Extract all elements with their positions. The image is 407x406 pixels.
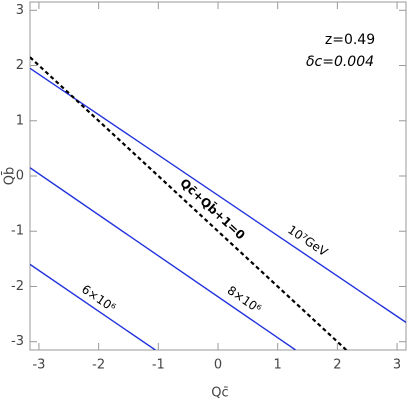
- series-line: [30, 167, 296, 350]
- plot-area: [30, 56, 406, 350]
- series-line: [30, 263, 156, 350]
- series-line: [30, 67, 406, 323]
- x-tick-label: 2: [333, 358, 341, 373]
- y-tick-label: 2: [16, 58, 24, 73]
- annotation: δc=0.004: [306, 54, 374, 70]
- y-tick-label: -2: [11, 279, 24, 294]
- x-axis-title: Qc̄: [211, 386, 228, 401]
- y-tick-label: 3: [16, 3, 24, 18]
- series-line: [30, 56, 348, 350]
- annotation: z=0.49: [325, 32, 375, 48]
- line-label: 6×10⁶: [79, 282, 118, 315]
- x-tick-label: -1: [152, 358, 165, 373]
- x-tick-label: 3: [393, 358, 401, 373]
- line-label: 10⁷GeV: [285, 222, 331, 259]
- x-tick-label: 1: [274, 358, 282, 373]
- y-tick-label: -3: [11, 334, 24, 349]
- x-tick-label: 0: [214, 358, 222, 373]
- x-tick-label: -3: [32, 358, 45, 373]
- y-tick-label: 0: [16, 169, 24, 184]
- y-tick-label: -1: [11, 224, 24, 239]
- line-label: 8×10⁶: [225, 283, 264, 316]
- x-tick-label: -2: [92, 358, 105, 373]
- y-axis-title: Qb̄: [2, 167, 17, 185]
- y-tick-label: 1: [16, 113, 24, 128]
